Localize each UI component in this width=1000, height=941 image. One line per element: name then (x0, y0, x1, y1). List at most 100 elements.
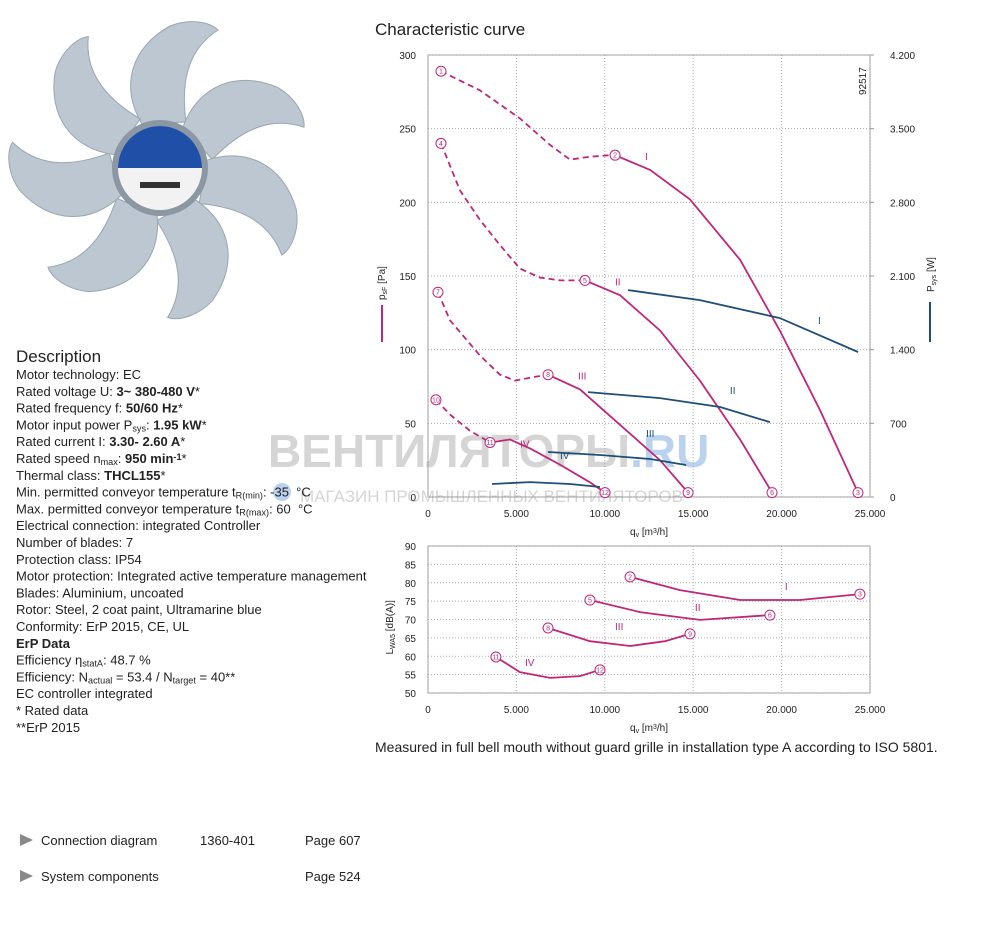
description-line: Rated frequency f: 50/60 Hz* (16, 401, 183, 416)
point-marker (684, 628, 696, 640)
text-run: [m (639, 527, 653, 538)
point-marker (435, 137, 447, 149)
point-marker-label: 11 (492, 654, 499, 661)
text-run: R(max) (239, 508, 269, 518)
x-tick-label: 10.000 (590, 509, 621, 520)
point-marker-label: 5 (583, 278, 587, 285)
x-tick-label: 20.000 (766, 509, 797, 520)
description-line: Rated voltage U: 3~ 380-480 V* (16, 384, 200, 399)
text-run: statA (82, 659, 104, 669)
text-run: THCL155 (104, 468, 160, 483)
point-marker-label: 6 (770, 490, 774, 497)
y-tick-label: 80 (405, 579, 417, 590)
text-run: R(min) (236, 491, 263, 501)
text-run: Efficiency: N (16, 669, 88, 684)
text-run: EC controller integrated (16, 686, 153, 701)
description-line: Rated current I: 3.30- 2.60 A* (16, 434, 185, 449)
description-line: Electrical connection: integrated Contro… (16, 518, 261, 533)
point-marker-label: 12 (596, 667, 604, 674)
text-run: 3.30- 2.60 A (109, 434, 181, 449)
text-run: * Rated data (16, 703, 89, 718)
text-run: /h] (657, 527, 668, 538)
y-tick-label: 90 (405, 542, 417, 553)
text-run: * (161, 468, 166, 483)
description-line: Motor input power Psys: 1.95 kW* (16, 417, 207, 433)
y-tick-label: 100 (399, 346, 416, 357)
y2-tick-label: 0 (890, 493, 896, 504)
y-tick-label: 70 (405, 616, 417, 627)
curve (587, 391, 771, 423)
curve (629, 576, 860, 601)
curve-label: IV (525, 658, 535, 669)
text-run: [dB(A)] (385, 600, 396, 634)
x-tick-label: 10.000 (590, 705, 621, 716)
curve (491, 481, 601, 488)
chart-code: 92517 (858, 67, 869, 95)
text-run: Rated speed n (16, 451, 101, 466)
curve (440, 143, 585, 282)
description-line: Efficiency: Nactual = 53.4 / Ntarget = 4… (16, 669, 235, 685)
y2-tick-label: 3.500 (890, 125, 915, 136)
curve-label: IV (560, 451, 570, 462)
link-label[interactable]: System components (41, 869, 159, 884)
text-run: : 48.7 % (103, 653, 151, 668)
curve-label: III (646, 429, 654, 440)
text-run: 1.95 kW (153, 417, 202, 432)
point-marker (579, 274, 591, 286)
point-marker-label: 11 (486, 440, 493, 447)
curve-label: II (730, 386, 736, 397)
curve (437, 291, 549, 382)
text-run: = 53.4 / N (112, 669, 172, 684)
point-marker (609, 149, 621, 161)
description-line: Number of blades: 7 (16, 535, 133, 550)
text-run: v (636, 532, 640, 539)
text-run: : 60 °C (269, 501, 313, 516)
text-run: Rated frequency f: (16, 401, 126, 416)
text-run: 50/60 Hz (126, 401, 179, 416)
point-marker (584, 594, 596, 606)
text-run: -1 (173, 452, 181, 462)
text-run: sys (132, 424, 146, 434)
text-run: Rotor: Steel, 2 coat paint, Ultramarine … (16, 602, 262, 617)
point-marker (682, 487, 694, 499)
text-run: sF (382, 287, 389, 295)
y-tick-label: 50 (405, 689, 417, 700)
curve-label: IV (520, 439, 530, 450)
text-run: Number of blades: 7 (16, 535, 133, 550)
text-run: Motor protection: Integrated active temp… (16, 569, 367, 584)
text-run: [m (639, 723, 653, 734)
text-run: Rated voltage U: (16, 384, 116, 399)
description-title: Description (16, 347, 101, 366)
text-run: v (636, 728, 640, 735)
point-marker-label: 7 (436, 290, 440, 297)
point-marker (764, 609, 776, 621)
curve (547, 373, 689, 494)
y-tick-label: 200 (399, 198, 416, 209)
point-marker-label: 10 (432, 397, 440, 404)
link-label[interactable]: Connection diagram (41, 833, 157, 848)
link-arrow (20, 834, 33, 846)
description-line: Max. permitted conveyor temperature tR(m… (16, 501, 313, 517)
curve-label: III (578, 372, 586, 383)
point-marker-label: 12 (601, 490, 609, 497)
text-run: q (630, 527, 636, 538)
description-line: Motor protection: Integrated active temp… (16, 569, 367, 584)
text-run: /h] (657, 723, 668, 734)
curve (589, 599, 770, 621)
curve (547, 627, 691, 647)
text-run: max (101, 457, 119, 467)
point-marker-label: 3 (856, 490, 860, 497)
text-run: Efficiency η (16, 653, 82, 668)
curve (584, 279, 773, 494)
curve-label: I (785, 582, 788, 593)
watermark-title: ВЕНТИЛЯТОРЫ.RU (268, 425, 709, 477)
text-run: 950 min (125, 451, 173, 466)
text-run: * (180, 434, 185, 449)
point-marker-label: 8 (546, 625, 550, 632)
text-run: = 40** (196, 669, 235, 684)
description-line: Protection class: IP54 (16, 552, 142, 567)
text-run: : (146, 417, 153, 432)
caption: Measured in full bell mouth without guar… (375, 739, 938, 755)
point-marker (430, 394, 442, 406)
